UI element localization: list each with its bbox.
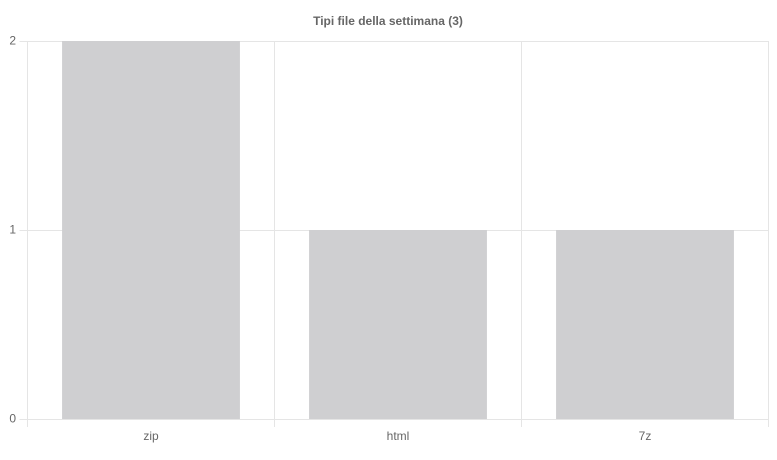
bar (556, 230, 734, 419)
y-tick-label: 2 (9, 34, 16, 48)
y-tick-label: 0 (9, 412, 16, 426)
bar (62, 41, 240, 419)
chart-title: Tipi file della settimana (3) (313, 14, 463, 28)
x-tick-label: html (387, 429, 410, 443)
x-tick-label: 7z (639, 429, 652, 443)
x-tick-label: zip (143, 429, 159, 443)
y-tick-label: 1 (9, 223, 16, 237)
bar (309, 230, 487, 419)
